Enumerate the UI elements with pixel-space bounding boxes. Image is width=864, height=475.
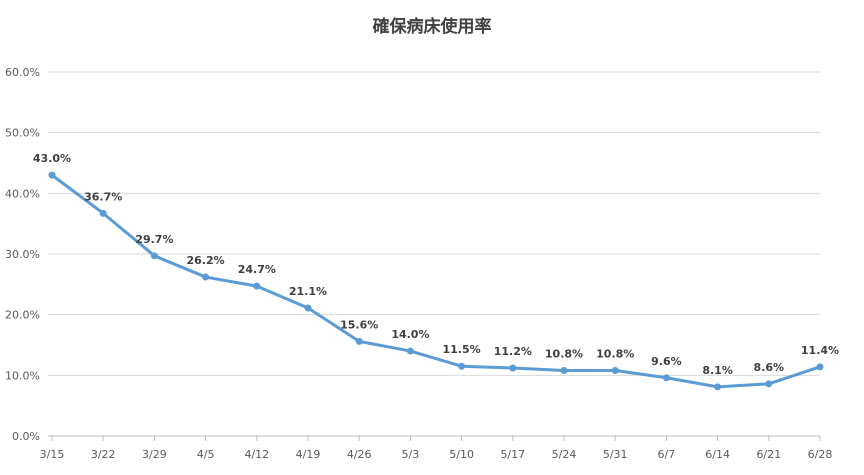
data-point <box>560 366 568 374</box>
x-tick-label: 5/3 <box>402 448 420 461</box>
data-label: 8.6% <box>754 361 785 374</box>
data-label: 11.2% <box>494 345 532 358</box>
x-tick-label: 5/31 <box>603 448 628 461</box>
y-tick-label: 30.0% <box>5 248 40 261</box>
data-label: 10.8% <box>545 347 583 360</box>
data-point <box>816 363 824 371</box>
x-tick-label: 6/28 <box>808 448 833 461</box>
y-tick-label: 50.0% <box>5 127 40 140</box>
data-point <box>150 252 158 260</box>
x-tick-label: 3/29 <box>142 448 167 461</box>
x-tick-label: 5/24 <box>552 448 577 461</box>
data-point <box>509 364 517 372</box>
x-axis-ticks: 3/15 3/22 3/29 4/5 4/12 4/19 4/26 5/3 5/10 5/17 5/… <box>40 436 833 461</box>
x-tick-label: 5/10 <box>449 448 474 461</box>
data-point <box>458 362 466 370</box>
data-point <box>611 366 619 374</box>
data-label: 15.6% <box>340 318 378 331</box>
data-label: 9.6% <box>651 355 682 368</box>
x-tick-label: 6/21 <box>756 448 781 461</box>
series-line <box>50 173 822 389</box>
data-labels: 43.0% 36.7% 29.7% 26.2% 24.7% 21.1% 15.6% 14.0%… <box>33 152 839 377</box>
x-tick-label: 6/7 <box>658 448 676 461</box>
data-label: 14.0% <box>391 328 429 341</box>
data-label: 8.1% <box>702 364 733 377</box>
y-tick-label: 0.0% <box>12 430 40 443</box>
data-label: 36.7% <box>84 190 122 203</box>
data-point <box>355 337 363 345</box>
data-point <box>99 209 107 217</box>
y-tick-label: 20.0% <box>5 309 40 322</box>
data-point <box>304 304 312 312</box>
data-label: 11.5% <box>443 343 481 356</box>
x-tick-label: 5/17 <box>500 448 525 461</box>
y-tick-label: 40.0% <box>5 187 40 200</box>
data-point <box>253 282 261 290</box>
data-label: 26.2% <box>187 254 225 267</box>
x-tick-label: 3/15 <box>40 448 65 461</box>
data-label: 29.7% <box>135 233 173 246</box>
data-point <box>765 380 773 388</box>
x-tick-label: 4/5 <box>197 448 215 461</box>
data-label: 10.8% <box>596 347 634 360</box>
x-tick-label: 4/12 <box>244 448 269 461</box>
data-point <box>202 273 210 281</box>
x-tick-label: 6/14 <box>705 448 730 461</box>
data-label: 24.7% <box>238 263 276 276</box>
data-point <box>48 171 56 179</box>
x-tick-label: 4/19 <box>296 448 321 461</box>
data-point <box>662 374 670 382</box>
y-tick-label: 10.0% <box>5 369 40 382</box>
data-label: 11.4% <box>801 344 839 357</box>
data-label: 21.1% <box>289 285 327 298</box>
data-point <box>714 383 722 391</box>
gridlines <box>48 71 820 437</box>
chart-title: 確保病床使用率 <box>373 16 492 37</box>
y-axis-ticks: 0.0% 10.0% 20.0% 30.0% 40.0% 50.0% 60.0% <box>5 66 40 443</box>
data-label: 43.0% <box>33 152 71 165</box>
y-tick-label: 60.0% <box>5 66 40 79</box>
series <box>48 171 824 391</box>
data-point <box>406 347 414 355</box>
x-tick-label: 4/26 <box>347 448 372 461</box>
x-tick-label: 3/22 <box>91 448 116 461</box>
